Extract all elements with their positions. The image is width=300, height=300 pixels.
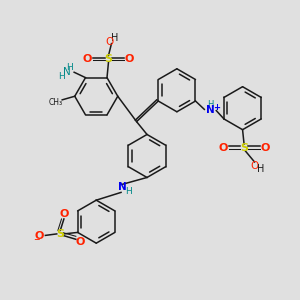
Text: H: H (125, 187, 132, 196)
Text: N: N (118, 182, 127, 192)
Text: O: O (125, 54, 134, 64)
Text: O: O (59, 209, 69, 219)
Text: H: H (257, 164, 264, 174)
Text: O: O (218, 142, 228, 153)
Text: O: O (83, 54, 92, 64)
Text: H: H (66, 63, 73, 72)
Text: O: O (75, 237, 85, 247)
Text: H: H (58, 72, 64, 81)
Text: H: H (207, 100, 214, 109)
Text: O: O (250, 160, 259, 170)
Text: S: S (240, 142, 248, 153)
Text: ⁻: ⁻ (33, 236, 40, 249)
Text: CH₃: CH₃ (48, 98, 62, 107)
Text: O: O (106, 37, 114, 47)
Text: S: S (56, 229, 64, 239)
Text: N: N (63, 67, 71, 77)
Text: O: O (35, 231, 44, 241)
Text: S: S (104, 54, 112, 64)
Text: N: N (206, 105, 215, 115)
Text: +: + (213, 103, 220, 112)
Text: O: O (260, 142, 270, 153)
Text: H: H (111, 33, 118, 43)
